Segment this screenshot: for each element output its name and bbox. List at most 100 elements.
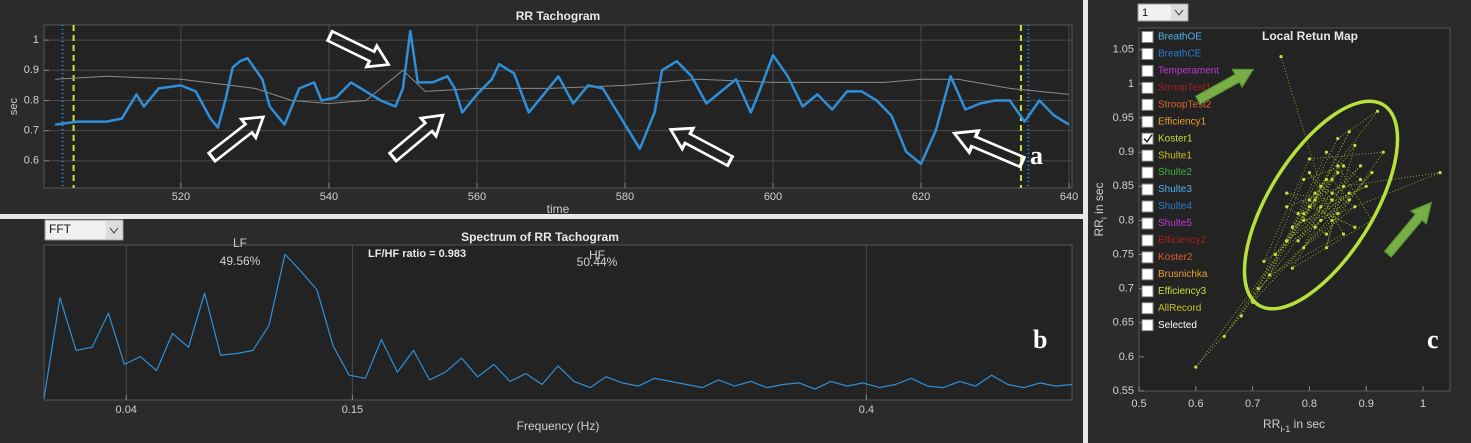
ratio-label: LF/HF ratio = 0.983: [368, 248, 466, 260]
axis-label-part: in sec: [1290, 417, 1325, 431]
arrows: [206, 29, 1027, 169]
y-tick-label: 0.55: [1113, 385, 1134, 397]
dropdown-value: 1: [1142, 7, 1148, 19]
arrow: [325, 29, 391, 69]
checklist-item[interactable]: Shulte3: [1141, 183, 1192, 196]
checkbox[interactable]: [1141, 217, 1154, 230]
checkbox[interactable]: [1141, 47, 1154, 60]
checkbox[interactable]: [1141, 166, 1154, 179]
x-tick-label: 560: [468, 191, 486, 203]
x-axis-label: Frequency (Hz): [517, 419, 600, 433]
checkbox[interactable]: [1141, 234, 1154, 247]
point: [1324, 150, 1329, 154]
checkbox[interactable]: [1141, 302, 1154, 315]
checkbox[interactable]: [1141, 64, 1154, 77]
point: [1307, 171, 1312, 175]
point: [1364, 184, 1368, 188]
point: [1290, 225, 1294, 229]
point: [1313, 191, 1317, 195]
point: [1296, 211, 1300, 216]
checklist-item[interactable]: Efficiency1: [1141, 115, 1207, 128]
checkbox[interactable]: [1141, 132, 1154, 145]
checklist-item[interactable]: BreathCE: [1141, 47, 1202, 60]
y-tick-label: 0.65: [1113, 317, 1134, 329]
checklist-item[interactable]: Shulte1: [1141, 149, 1192, 162]
checklist-item[interactable]: Temperament: [1141, 64, 1219, 77]
checkbox-label: Efficiency3: [1158, 286, 1207, 297]
record-dropdown[interactable]: 1: [1137, 3, 1189, 22]
arrow: [951, 129, 1027, 169]
y-tick-label: 0.95: [1113, 112, 1134, 124]
dropdown-value: FFT: [49, 222, 72, 236]
x-tick-label: 0.6: [1188, 398, 1203, 410]
checklist-item[interactable]: Efficiency2: [1141, 234, 1207, 247]
checkbox-label: Efficiency2: [1158, 235, 1207, 246]
method-dropdown[interactable]: FFT: [44, 219, 124, 241]
point: [1273, 252, 1277, 257]
checkbox[interactable]: [1141, 98, 1154, 111]
dropdown-button[interactable]: [106, 221, 122, 239]
checklist-item[interactable]: AllRecord: [1141, 302, 1201, 315]
point: [1438, 171, 1442, 175]
x-tick-label: 580: [616, 191, 634, 203]
y-axis-label: sec: [8, 97, 20, 115]
x-tick-label: 1: [1420, 398, 1426, 410]
point: [1307, 205, 1312, 209]
dropdown-arrow: [1174, 9, 1184, 16]
point: [1256, 287, 1260, 291]
point: [1319, 205, 1323, 209]
arrows: [1194, 68, 1433, 258]
checklist-item[interactable]: Efficiency3: [1141, 285, 1207, 298]
point: [1279, 55, 1283, 59]
axis-label: RRi-1 in sec: [1263, 417, 1325, 434]
checkbox[interactable]: [1141, 319, 1154, 332]
checkbox[interactable]: [1141, 183, 1154, 196]
x-tick-label: 640: [1060, 191, 1078, 203]
y-tick-label: 0.8: [24, 94, 39, 106]
x-tick-label: 0.15: [342, 404, 363, 416]
checkbox[interactable]: [1141, 81, 1154, 94]
point: [1307, 157, 1312, 161]
checklist-item[interactable]: Selected: [1141, 319, 1197, 332]
dropdown-button[interactable]: [1171, 5, 1187, 20]
dropdown-box[interactable]: [44, 219, 124, 241]
checkbox[interactable]: [1141, 149, 1154, 162]
checklist-item[interactable]: Koster1: [1141, 132, 1193, 145]
checkbox-label: BreathCE: [1158, 49, 1202, 60]
checkbox[interactable]: [1141, 268, 1154, 281]
checkbox[interactable]: [1141, 115, 1154, 128]
checklist-item[interactable]: BreathOE: [1141, 31, 1202, 43]
checklist-item[interactable]: Brusnichka: [1141, 268, 1208, 281]
chart-title: Local Retun Map: [1262, 29, 1358, 43]
point: [1347, 191, 1351, 195]
checkbox[interactable]: [1141, 251, 1154, 264]
point: [1324, 232, 1329, 236]
checklist-item[interactable]: StroopTest2: [1141, 98, 1212, 111]
checkbox[interactable]: [1141, 285, 1154, 298]
checkbox-label: StroopTest1: [1158, 82, 1212, 93]
checklist-item[interactable]: StroopTest1: [1141, 81, 1212, 94]
axis-label-part: i: [1099, 217, 1109, 219]
x-tick-label: 520: [172, 191, 190, 203]
checklist-item[interactable]: Shulte4: [1141, 200, 1192, 213]
x-tick-label: 0.5: [1131, 398, 1146, 410]
point: [1353, 205, 1357, 209]
checklist-item[interactable]: Shulte5: [1141, 217, 1192, 230]
point: [1307, 198, 1312, 202]
point: [1336, 211, 1340, 216]
point: [1285, 191, 1289, 195]
point: [1341, 232, 1346, 236]
arrow: [1194, 68, 1255, 105]
checkbox[interactable]: [1141, 200, 1154, 213]
checkbox[interactable]: [1141, 31, 1154, 43]
checklist-item[interactable]: Koster2: [1141, 251, 1193, 264]
dropdown-arrow: [109, 227, 119, 234]
point: [1330, 198, 1334, 202]
point: [1347, 198, 1351, 202]
checklist-item[interactable]: Shulte2: [1141, 166, 1192, 179]
point: [1262, 259, 1266, 263]
point: [1296, 239, 1300, 243]
axis-label-part: RR: [1092, 219, 1106, 237]
axis-label: RRi in sec: [1092, 182, 1109, 236]
arrow: [1383, 201, 1433, 258]
